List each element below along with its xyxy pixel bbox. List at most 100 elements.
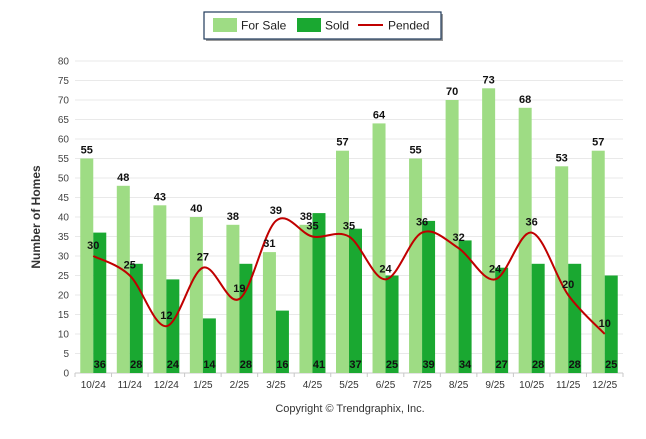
y-tick-label: 40 [58, 213, 70, 224]
y-tick-label: 5 [63, 349, 69, 360]
y-tick-label: 35 [58, 232, 70, 243]
sold-value-label: 16 [276, 359, 288, 371]
y-tick-label: 25 [58, 271, 70, 282]
x-tick-label: 4/25 [303, 380, 323, 391]
sold-value-label: 27 [496, 359, 508, 371]
sold-value-label: 14 [203, 359, 216, 371]
y-tick-label: 45 [58, 193, 70, 204]
x-tick-label: 8/25 [449, 380, 469, 391]
pended-value-label: 24 [489, 263, 502, 275]
legend-label-pended: Pended [388, 19, 429, 33]
sold-value-label: 36 [94, 359, 106, 371]
for-sale-value-label: 48 [117, 172, 129, 184]
y-tick-label: 15 [58, 310, 70, 321]
sold-value-label: 28 [569, 359, 581, 371]
sold-value-label: 25 [386, 359, 398, 371]
sold-value-label: 28 [240, 359, 252, 371]
for-sale-value-label: 55 [409, 145, 421, 157]
for-sale-value-label: 38 [300, 211, 312, 223]
data-labels: 55 36 48 28 43 24 40 14 38 28 31 16 38 41 57 37 64 25 55 39… [81, 74, 618, 371]
pended-value-label: 36 [416, 217, 428, 229]
sold-value-label: 39 [422, 359, 434, 371]
for-sale-value-label: 70 [446, 86, 458, 98]
for-sale-value-label: 55 [81, 145, 93, 157]
x-tick-label: 10/24 [81, 380, 106, 391]
pended-value-label: 30 [87, 240, 99, 252]
for-sale-value-label: 57 [592, 137, 604, 149]
sold-bar [239, 263, 253, 373]
legend: For Sale Sold Pended [203, 11, 443, 41]
for-sale-bar [518, 107, 532, 374]
for-sale-bar [153, 205, 167, 373]
pended-line [92, 217, 606, 335]
for-sale-bar [116, 185, 130, 373]
sold-bar [458, 240, 472, 373]
x-tick-label: 9/25 [485, 380, 505, 391]
y-tick-label: 30 [58, 252, 70, 263]
for-sale-bar [189, 217, 203, 373]
for-sale-bar [336, 150, 349, 373]
legend-swatch-sold [297, 18, 321, 32]
for-sale-value-label: 38 [227, 211, 239, 223]
sold-value-label: 37 [349, 359, 361, 371]
x-tick-label: 11/24 [118, 380, 143, 391]
sold-value-label: 28 [130, 359, 142, 371]
pended-value-label: 27 [197, 252, 209, 264]
y-tick-label: 55 [58, 154, 70, 165]
pended-value-label: 24 [379, 263, 392, 275]
x-tick-label: 1/25 [193, 380, 213, 391]
for-sale-bar [299, 224, 313, 373]
y-tick-label: 20 [58, 291, 70, 302]
for-sale-value-label: 31 [263, 238, 275, 250]
for-sale-bar [555, 166, 569, 373]
x-tick-label: 6/25 [376, 380, 396, 391]
pended-value-label: 20 [562, 279, 574, 291]
for-sale-bar [445, 100, 459, 373]
sold-bar [166, 279, 180, 373]
sold-bar [531, 263, 545, 373]
pended-value-label: 35 [306, 221, 318, 233]
sold-bar [202, 318, 216, 373]
x-tick-label: 12/24 [154, 380, 179, 391]
copyright-footer: Copyright © Trendgraphix, Inc. [275, 403, 424, 415]
pended-value-label: 19 [233, 283, 245, 295]
pended-value-label: 32 [452, 232, 464, 244]
for-sale-bar [482, 88, 496, 374]
sold-bar [385, 275, 399, 373]
y-tick-label: 80 [58, 57, 70, 68]
pended-value-label: 36 [526, 217, 538, 229]
sold-value-label: 41 [313, 359, 325, 371]
y-tick-label: 60 [58, 135, 70, 146]
legend-label-for-sale: For Sale [241, 19, 287, 33]
y-tick-label: 0 [63, 369, 69, 380]
x-axis-ticks: 10/24 11/24 12/24 1/25 2/25 3/25 4/25 5/25 6/25 7… [74, 373, 624, 391]
x-tick-label: 5/25 [339, 380, 359, 391]
sold-bar [275, 310, 289, 373]
y-axis-title: Number of Homes [29, 165, 43, 269]
x-tick-label: 2/25 [230, 380, 250, 391]
sold-value-label: 24 [167, 359, 180, 371]
for-sale-bar [591, 150, 605, 373]
for-sale-value-label: 53 [556, 152, 568, 164]
y-tick-label: 75 [58, 76, 70, 87]
for-sale-value-label: 68 [519, 94, 531, 106]
for-sale-value-label: 57 [336, 137, 348, 149]
y-axis-ticks: 0 5 10 15 20 25 30 35 40 45 50 55 60 65 70 75 80 [58, 57, 70, 380]
for-sale-value-label: 64 [373, 109, 386, 121]
x-tick-label: 11/25 [556, 380, 581, 391]
pended-value-label: 10 [599, 318, 611, 330]
y-tick-label: 50 [58, 174, 70, 185]
sold-bar [495, 267, 509, 373]
legend-label-sold: Sold [325, 19, 349, 33]
pended-value-label: 25 [124, 260, 136, 272]
x-tick-label: 3/25 [266, 380, 286, 391]
for-sale-value-label: 43 [154, 191, 166, 203]
for-sale-bar [372, 123, 386, 374]
sold-bar [349, 228, 362, 373]
for-sale-value-label: 73 [483, 74, 495, 86]
y-tick-label: 70 [58, 96, 70, 107]
x-tick-label: 10/25 [519, 380, 544, 391]
pended-line-layer [92, 217, 606, 335]
